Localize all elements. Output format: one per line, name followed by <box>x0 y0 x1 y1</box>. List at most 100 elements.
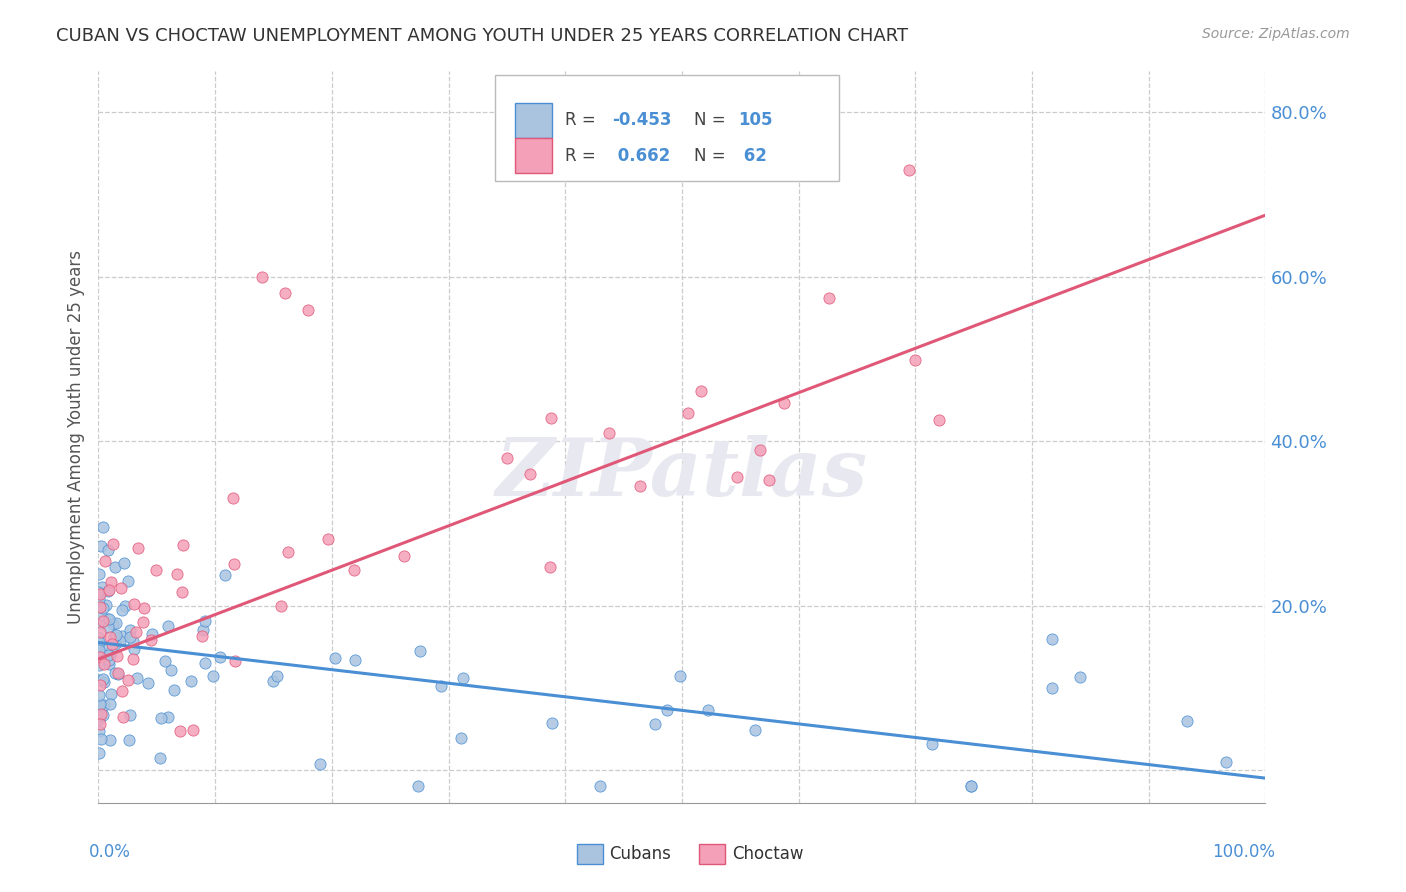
Bar <box>515 138 553 173</box>
Point <box>959 780 981 794</box>
Point <box>409 643 432 657</box>
Point <box>122 597 145 611</box>
Text: Source: ZipAtlas.com: Source: ZipAtlas.com <box>1202 27 1350 41</box>
Point <box>224 654 246 668</box>
Point <box>172 538 194 552</box>
Point <box>107 665 129 680</box>
Point <box>98 657 121 671</box>
Point <box>100 698 122 712</box>
Point <box>150 711 173 725</box>
Point <box>153 654 176 668</box>
Point <box>91 580 114 594</box>
Point <box>111 629 134 643</box>
Point <box>588 780 610 794</box>
Point <box>87 657 110 672</box>
Point <box>817 292 839 306</box>
Point <box>87 746 110 760</box>
Point <box>90 731 112 746</box>
Point <box>91 601 114 615</box>
Point <box>87 584 110 599</box>
Point <box>541 716 564 731</box>
Point <box>114 599 136 614</box>
Y-axis label: Unemployment Among Youth under 25 years: Unemployment Among Youth under 25 years <box>66 250 84 624</box>
Point <box>342 563 364 577</box>
Point <box>91 672 114 686</box>
Point <box>690 384 713 399</box>
Point <box>98 583 121 598</box>
Point <box>112 556 135 570</box>
Point <box>105 615 128 630</box>
Point <box>101 617 124 632</box>
Point <box>89 712 111 726</box>
Point <box>1040 681 1063 695</box>
Point <box>101 537 124 551</box>
Point <box>89 587 111 601</box>
Text: N =: N = <box>693 112 731 129</box>
Point <box>90 539 112 553</box>
Point <box>297 302 319 317</box>
Point <box>141 627 163 641</box>
Point <box>749 443 772 458</box>
Point <box>125 671 148 685</box>
Point <box>87 688 110 702</box>
Text: 100.0%: 100.0% <box>1212 843 1275 861</box>
Point <box>149 750 172 764</box>
Point <box>191 629 214 643</box>
Text: N =: N = <box>693 146 735 165</box>
Point <box>323 651 346 665</box>
Text: Cubans: Cubans <box>610 845 672 863</box>
Point <box>87 592 110 607</box>
Point <box>91 520 114 534</box>
Point <box>87 567 110 582</box>
Point <box>450 731 472 745</box>
Point <box>96 543 118 558</box>
Point <box>117 673 139 687</box>
Point <box>96 612 118 626</box>
Point <box>208 650 231 665</box>
Point <box>166 566 188 581</box>
Point <box>94 554 117 568</box>
Point <box>156 618 179 632</box>
Point <box>169 723 191 738</box>
Point <box>93 698 115 713</box>
Point <box>89 678 111 692</box>
Point <box>89 716 111 731</box>
Point <box>921 737 943 751</box>
Point <box>193 623 215 637</box>
Point <box>87 638 110 652</box>
Point <box>120 707 142 722</box>
Point <box>110 684 132 698</box>
Point <box>91 614 114 628</box>
Point <box>132 601 155 615</box>
Point <box>540 411 562 425</box>
Point <box>628 479 651 493</box>
Point <box>274 286 297 301</box>
Point <box>89 599 111 614</box>
Point <box>270 599 292 613</box>
Point <box>277 545 299 559</box>
Point <box>124 641 146 656</box>
Point <box>98 648 121 663</box>
Point <box>318 532 340 546</box>
Text: 105: 105 <box>738 112 772 129</box>
Text: 62: 62 <box>738 146 766 165</box>
Point <box>136 676 159 690</box>
Point <box>122 633 145 648</box>
Point <box>87 698 110 712</box>
Point <box>104 666 127 681</box>
Point <box>90 616 112 631</box>
Point <box>538 560 561 574</box>
Text: ZIPatlas: ZIPatlas <box>496 435 868 512</box>
Text: 0.0%: 0.0% <box>89 843 131 861</box>
Point <box>180 674 202 689</box>
Point <box>201 668 224 682</box>
Point <box>1069 670 1091 684</box>
Bar <box>699 844 725 864</box>
Point <box>122 652 145 666</box>
Point <box>451 671 474 685</box>
Point <box>105 649 128 664</box>
Text: 0.662: 0.662 <box>612 146 671 165</box>
Point <box>1215 755 1237 769</box>
Point <box>163 682 186 697</box>
Point <box>309 757 332 772</box>
